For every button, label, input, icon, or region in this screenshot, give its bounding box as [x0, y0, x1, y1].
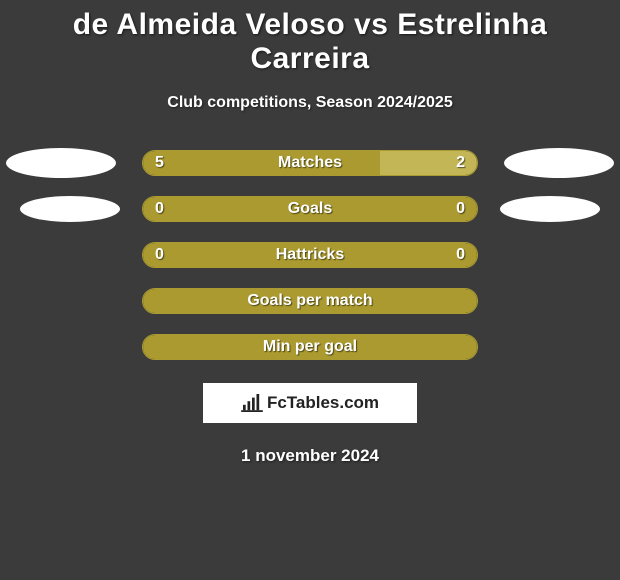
stat-right-value: 2 — [456, 154, 465, 172]
comparison-widget: de Almeida Veloso vs Estrelinha Carreira… — [0, 0, 620, 466]
player-left-ellipse-icon — [20, 196, 120, 222]
brand-box[interactable]: FcTables.com — [202, 382, 418, 424]
stat-row-goals-per-match: Goals per match — [0, 288, 620, 314]
page-subtitle: Club competitions, Season 2024/2025 — [0, 94, 620, 112]
player-right-ellipse-icon — [500, 196, 600, 222]
stat-bar: 0 Goals 0 — [142, 196, 478, 222]
stat-label: Goals per match — [247, 292, 372, 310]
stat-left-value: 5 — [155, 154, 164, 172]
stat-row-goals: 0 Goals 0 — [0, 196, 620, 222]
stat-bar: Goals per match — [142, 288, 478, 314]
stat-left-value: 0 — [155, 246, 164, 264]
stat-label: Min per goal — [263, 338, 357, 356]
player-right-ellipse-icon — [504, 148, 614, 178]
stat-label: Hattricks — [276, 246, 344, 264]
brand-text: FcTables.com — [267, 393, 379, 413]
stat-row-min-per-goal: Min per goal — [0, 334, 620, 360]
page-title: de Almeida Veloso vs Estrelinha Carreira — [0, 8, 620, 76]
player-left-ellipse-icon — [6, 148, 116, 178]
stat-row-matches: 5 Matches 2 — [0, 150, 620, 176]
brand-chart-icon — [241, 394, 263, 412]
footer-date: 1 november 2024 — [0, 446, 620, 466]
bar-fill-left — [143, 151, 380, 175]
stat-left-value: 0 — [155, 200, 164, 218]
stat-right-value: 0 — [456, 200, 465, 218]
stat-rows: 5 Matches 2 0 Goals 0 0 Hattricks 0 — [0, 150, 620, 360]
stat-bar: 0 Hattricks 0 — [142, 242, 478, 268]
stat-label: Matches — [278, 154, 342, 172]
stat-right-value: 0 — [456, 246, 465, 264]
stat-bar: Min per goal — [142, 334, 478, 360]
stat-label: Goals — [288, 200, 332, 218]
stat-bar: 5 Matches 2 — [142, 150, 478, 176]
stat-row-hattricks: 0 Hattricks 0 — [0, 242, 620, 268]
